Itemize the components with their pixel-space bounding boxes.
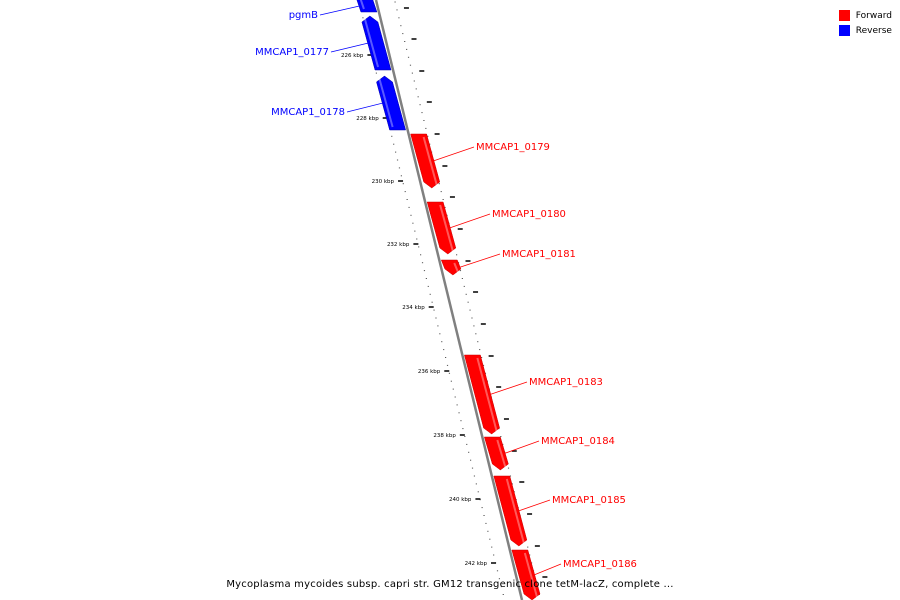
gene-shading bbox=[453, 262, 459, 273]
gene-label[interactable]: MMCAP1_0184 bbox=[541, 436, 615, 447]
gene-leader-line bbox=[504, 440, 540, 454]
tick-label: 230 kbp bbox=[372, 179, 395, 185]
gene-shading bbox=[439, 204, 454, 252]
gene-block[interactable] bbox=[440, 259, 462, 276]
legend-reverse[interactable]: Reverse bbox=[838, 23, 892, 38]
major-tick-group: 226 kbp 228 kbp 230 kbp 232 kbp 234 kbp 236 k… bbox=[341, 7, 548, 578]
gene-leader-line bbox=[533, 563, 562, 576]
genome-backbone bbox=[374, 0, 524, 600]
sequence-caption: Mycoplasma mycoides subsp. capri str. GM… bbox=[226, 579, 674, 590]
legend-reverse-label: Reverse bbox=[855, 25, 892, 36]
tick-label: 238 kbp bbox=[433, 433, 456, 439]
tick-label: 232 kbp bbox=[387, 242, 410, 248]
gene-label[interactable]: MMCAP1_0178 bbox=[271, 107, 345, 118]
reverse-swatch bbox=[838, 25, 850, 36]
gene-leader-line bbox=[518, 499, 551, 512]
gene-leader-line bbox=[319, 5, 360, 16]
gene-block[interactable] bbox=[356, 0, 378, 13]
gene-shading bbox=[359, 0, 365, 10]
tick-label: 240 kbp bbox=[449, 497, 472, 503]
gene-leader-line bbox=[346, 102, 384, 113]
gene-shading bbox=[505, 478, 525, 544]
gene-block[interactable] bbox=[493, 475, 528, 547]
gene-shading bbox=[496, 439, 507, 468]
gene-block[interactable] bbox=[511, 549, 541, 600]
gene-shading bbox=[422, 136, 438, 186]
gene-block[interactable] bbox=[361, 15, 392, 71]
tick-label: 228 kbp bbox=[356, 116, 379, 122]
gene-label-group: pgmB MMCAP1_0177 MMCAP1_0178 MMCAP1_0179 MMC… bbox=[255, 5, 637, 576]
gene-leader-line bbox=[489, 381, 528, 395]
gene-label[interactable]: pgmB bbox=[289, 10, 318, 21]
gene-label[interactable]: MMCAP1_0185 bbox=[552, 495, 626, 506]
gene-block[interactable] bbox=[410, 133, 441, 189]
legend: Forward Reverse bbox=[838, 8, 892, 38]
gene-shading bbox=[378, 78, 394, 128]
legend-forward-label: Forward bbox=[855, 10, 892, 21]
tick-label: 236 kbp bbox=[418, 369, 441, 375]
gene-shading bbox=[476, 357, 498, 432]
gene-block[interactable] bbox=[464, 354, 500, 435]
legend-forward[interactable]: Forward bbox=[838, 8, 892, 23]
gene-label[interactable]: MMCAP1_0180 bbox=[492, 209, 566, 220]
gene-leader-line bbox=[458, 253, 501, 268]
gene-block[interactable] bbox=[376, 75, 406, 131]
gene-block[interactable] bbox=[484, 436, 509, 471]
forward-swatch bbox=[838, 10, 850, 21]
tick-label: 226 kbp bbox=[341, 53, 364, 59]
gene-shading bbox=[363, 18, 379, 68]
gene-leader-line bbox=[330, 42, 369, 53]
gene-label[interactable]: MMCAP1_0179 bbox=[476, 142, 550, 153]
gene-group bbox=[356, 0, 541, 600]
gene-label[interactable]: MMCAP1_0177 bbox=[255, 47, 329, 58]
gene-shading bbox=[523, 552, 538, 598]
tick-label: 242 kbp bbox=[465, 561, 488, 567]
gene-block[interactable] bbox=[426, 201, 457, 255]
gene-label[interactable]: MMCAP1_0183 bbox=[529, 377, 603, 388]
gene-label[interactable]: MMCAP1_0181 bbox=[502, 249, 576, 260]
gene-leader-line bbox=[433, 146, 475, 162]
tick-label: 234 kbp bbox=[402, 305, 425, 311]
gene-leader-line bbox=[449, 213, 491, 229]
gene-label[interactable]: MMCAP1_0186 bbox=[563, 559, 637, 570]
